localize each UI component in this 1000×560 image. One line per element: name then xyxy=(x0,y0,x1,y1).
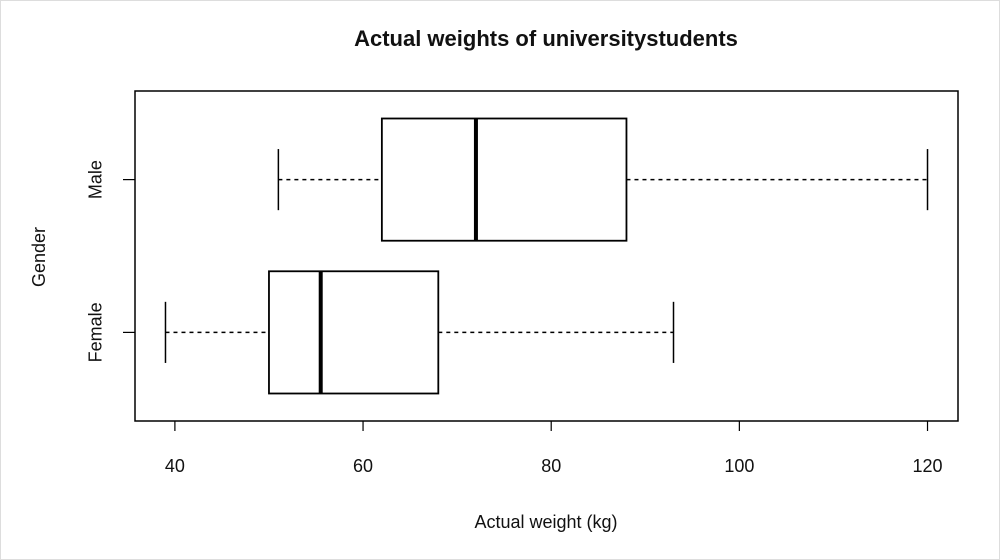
y-tick-label: Female xyxy=(86,302,106,362)
x-axis-label: Actual weight (kg) xyxy=(474,512,617,532)
y-tick-label: Male xyxy=(86,160,106,199)
x-tick-label: 40 xyxy=(165,456,185,476)
x-tick-label: 100 xyxy=(724,456,754,476)
box xyxy=(380,117,628,242)
x-tick-label: 60 xyxy=(353,456,373,476)
chart-title: Actual weights of universitystudents xyxy=(354,26,738,51)
plot-frame xyxy=(134,90,959,422)
box xyxy=(268,270,440,395)
y-axis-label: Gender xyxy=(29,227,49,287)
x-tick-label: 80 xyxy=(541,456,561,476)
x-tick-label: 120 xyxy=(912,456,942,476)
